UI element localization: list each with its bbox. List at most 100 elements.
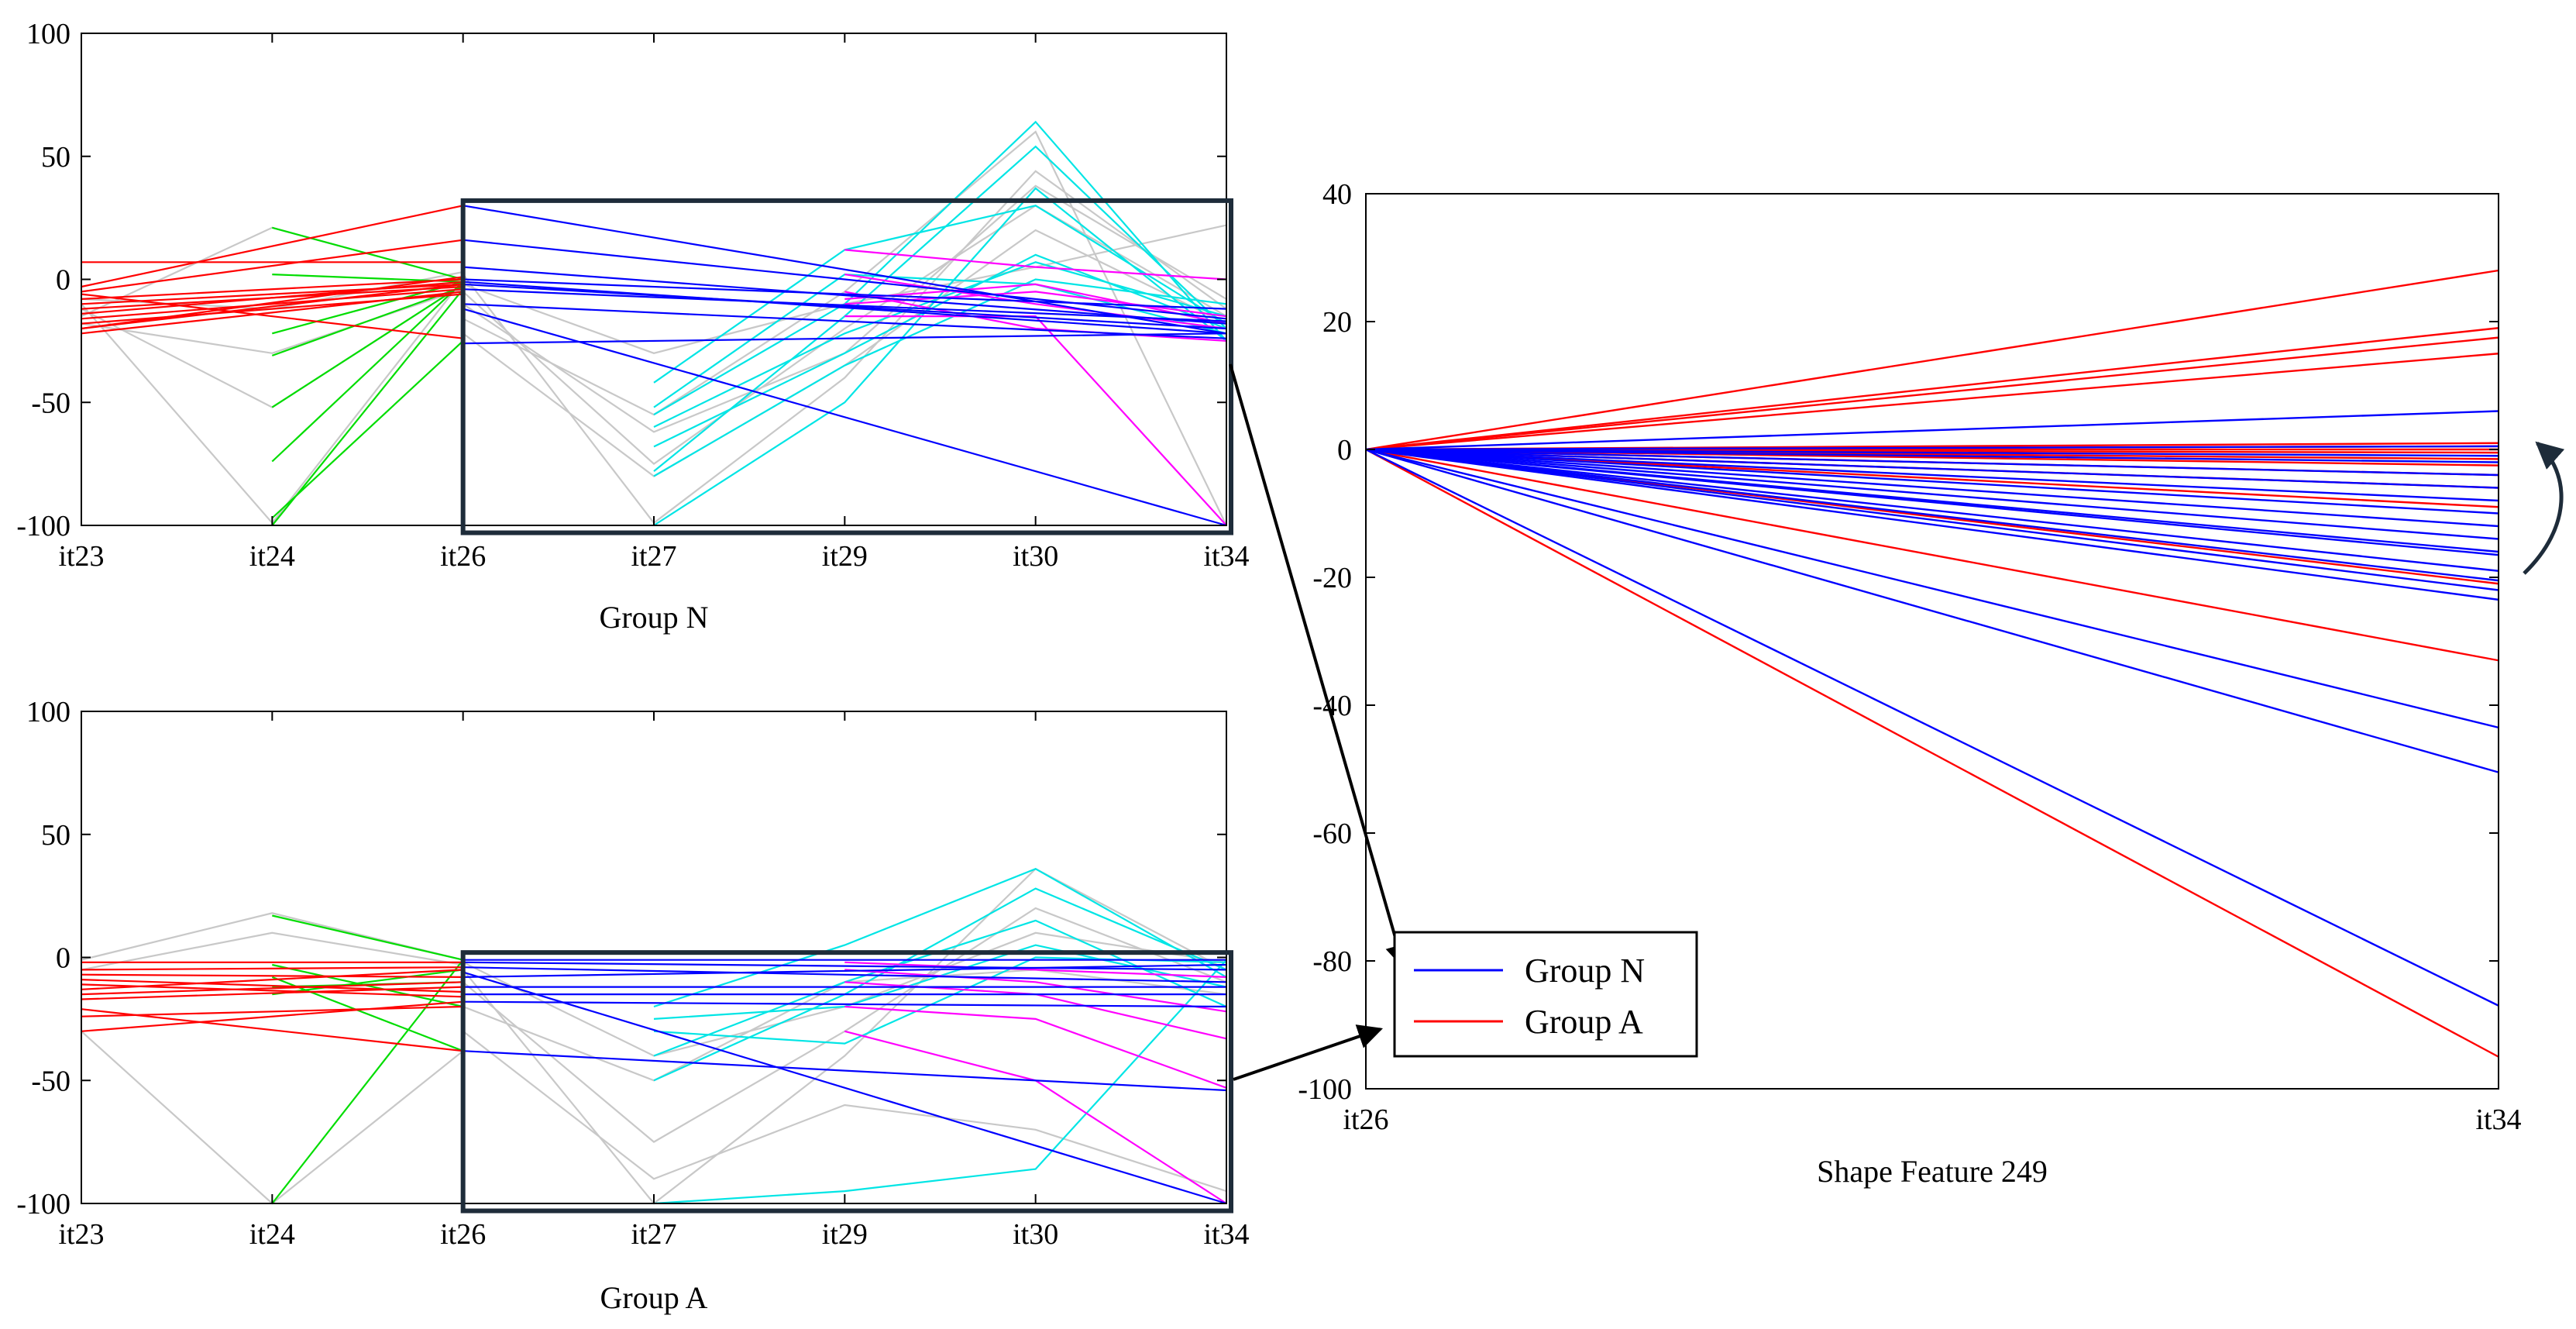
group-n-series-line-blue: [463, 288, 1227, 322]
shape-feature-plot-frame: [1365, 193, 2499, 1090]
group-n-plot-area: [81, 33, 1226, 525]
group-a-series-line-green: [272, 969, 463, 996]
group-n-y-tick-label: 0: [56, 264, 71, 297]
shape-feature-line-blue: [1365, 410, 2499, 451]
shape-feature-line-blue: [1365, 445, 2499, 451]
shape-feature-y-tick-label: -60: [1312, 818, 1352, 850]
group-n-y-tick-label: 100: [26, 18, 71, 50]
group-a-series-line-red: [81, 986, 463, 1000]
group-n-series-line-green: [272, 281, 463, 335]
group-n-series-line-gray: [462, 205, 1227, 466]
group-a-series-line-magenta: [844, 1005, 1227, 1089]
group-n-series-line-cyan: [653, 145, 1227, 472]
group-a-series-line-blue: [463, 971, 1227, 1205]
group-n-series-line-blue: [463, 281, 1227, 335]
group-a-x-tick-label: it23: [58, 1218, 104, 1251]
group-a-x-tick-label: it30: [1013, 1218, 1058, 1251]
group-n-series-line-magenta: [844, 249, 1227, 281]
group-a-y-tick-label: -50: [31, 1065, 71, 1097]
group-a-series-line-red: [81, 969, 463, 990]
shape-feature-line-blue: [1365, 448, 2499, 515]
legend-box: [1393, 931, 1698, 1058]
curved-arrow: [2523, 441, 2565, 575]
shape-feature-line-red: [1365, 327, 2499, 451]
group-a-series-line-red: [81, 1008, 463, 1052]
shape-feature-line-blue: [1365, 448, 2499, 556]
group-n-series-line-green: [271, 288, 464, 526]
group-a-y-tick-label: 50: [41, 819, 71, 852]
group-a-series-line-red: [81, 966, 463, 971]
group-n-series-line-red: [81, 288, 463, 320]
group-a-series-line-blue: [463, 966, 1227, 983]
shape-feature-line-red: [1365, 448, 2499, 1058]
shape-feature-line-blue: [1365, 448, 2499, 477]
group-a-y-tick-label: 0: [56, 942, 71, 975]
group-a-series-line-gray: [462, 867, 1227, 1205]
shape-feature-line-blue: [1365, 448, 2499, 502]
group-n-series-line-red: [81, 276, 463, 330]
shape-feature-line-blue: [1365, 448, 2499, 540]
group-a-series-line-magenta: [844, 961, 1227, 978]
group-n-series-line-green: [271, 340, 464, 519]
group-n-series-line-magenta: [844, 283, 1227, 325]
group-n-x-tick-label: it30: [1013, 540, 1058, 573]
group-n-series-line-blue: [463, 278, 1227, 310]
group-a-series-line-gray: [81, 931, 463, 971]
group-n-x-tick-label: it24: [249, 540, 295, 573]
shape-feature-y-tick-label: -100: [1298, 1073, 1352, 1106]
shape-feature-line-blue: [1365, 448, 2499, 572]
group-n-series-line-blue: [463, 239, 1227, 320]
group-n-series-line-red: [81, 283, 463, 330]
group-n-series-line-blue: [463, 332, 1227, 345]
shape-feature-line-red: [1365, 448, 2499, 662]
group-a-y-tick-label: -100: [16, 1188, 71, 1221]
shape-feature-y-tick-label: 20: [1322, 306, 1352, 339]
group-n-x-tick-label: it23: [58, 540, 104, 573]
shape-feature-series-group: [1365, 269, 2499, 1058]
group-a-x-tick-label: it29: [822, 1218, 868, 1251]
group-n-y-tick-label: 50: [41, 141, 71, 174]
group-a-series-line-blue: [463, 961, 1227, 971]
group-n-series-line-green: [271, 283, 464, 408]
group-n-x-tick-label: it27: [631, 540, 676, 573]
group-a-x-axis-title: Group A: [600, 1280, 708, 1315]
shape-feature-y-tick-label: 0: [1337, 434, 1352, 467]
shape-feature-y-tick-label: 40: [1322, 178, 1352, 211]
group-n-series-line-cyan: [653, 253, 1227, 448]
group-a-series-line-red: [81, 1000, 463, 1032]
group-a-x-tick-label: it34: [1203, 1218, 1249, 1251]
shape-feature-line-blue: [1365, 448, 2499, 457]
shape-feature-line-blue: [1365, 448, 2499, 729]
group-n-series-line-magenta: [844, 315, 1227, 526]
group-a-series-line-green: [272, 914, 463, 961]
group-n-y-tick-label: -100: [16, 510, 71, 542]
group-n-series-line-red: [81, 278, 463, 300]
group-n-series-line-red: [81, 239, 463, 293]
group-n-series-line-green: [271, 281, 464, 463]
shape-feature-x-tick-label: it26: [1343, 1103, 1388, 1136]
shape-feature-y-tick-label: -20: [1312, 562, 1352, 594]
group-a-series-line-red: [81, 973, 463, 979]
group-n-series-line-magenta: [844, 291, 1227, 342]
shape-feature-line-red: [1365, 336, 2499, 451]
zoom-arrow-top: [1229, 363, 1410, 970]
shape-feature-y-tick-label: -80: [1312, 945, 1352, 978]
group-a-series-line-cyan: [653, 959, 1227, 1205]
shape-feature-line-blue: [1365, 448, 2499, 1007]
group-a-series-line-blue: [463, 1000, 1227, 1008]
group-n-series-line-green: [271, 285, 464, 356]
group-n-x-tick-label: it26: [440, 540, 486, 573]
group-a-series-line-red: [81, 981, 463, 996]
zoom-arrow-bottom: [1233, 1024, 1384, 1081]
shape-feature-line-blue: [1365, 448, 2499, 528]
group-n-series-line-blue: [463, 205, 1227, 335]
group-n-series-line-blue: [463, 266, 1227, 325]
group-n-series-line-cyan: [653, 120, 1227, 416]
group-n-series-line-red: [81, 205, 463, 288]
group-a-series-line-red: [81, 1005, 463, 1017]
group-n-series-line-blue: [463, 308, 1227, 527]
group-n-y-tick-label: -50: [31, 387, 71, 419]
shape-feature-line-blue: [1365, 448, 2499, 489]
